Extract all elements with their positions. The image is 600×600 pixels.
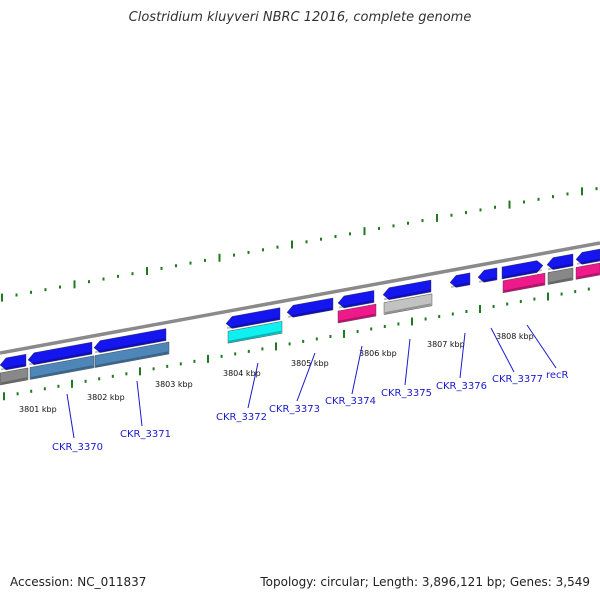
kbp-label: 3807 kbp: [427, 340, 465, 349]
gene-feature-shade: [383, 289, 431, 301]
gene-label-leaders: [66, 324, 557, 439]
gene-feature: [575, 248, 600, 265]
gene-feature-shade: [547, 263, 573, 271]
accession-text: Accession: NC_011837: [10, 575, 147, 589]
gene-feature-shade: [95, 351, 169, 368]
gene-label: CKR_3377: [492, 374, 543, 385]
gene-feature: [575, 262, 600, 280]
kbp-label: 3806 kbp: [359, 349, 397, 358]
gene-feature: [501, 260, 544, 280]
gene-features: [0, 248, 600, 386]
gene-feature: [94, 341, 170, 368]
gene-feature: [225, 307, 281, 329]
gene-feature-shade: [28, 351, 92, 366]
kbp-label: 3802 kbp: [87, 393, 125, 402]
gene-leader-line: [404, 338, 411, 386]
gene-label: CKR_3373: [269, 404, 320, 415]
gene-label: CKR_3371: [120, 429, 171, 440]
gene-leader-line: [351, 345, 363, 395]
genome-summary-text: Topology: circular; Length: 3,896,121 bp…: [260, 575, 590, 589]
gene-feature-shade: [450, 282, 470, 288]
gene-feature-shade: [503, 282, 545, 293]
gene-feature-shade: [226, 317, 280, 330]
kbp-label: 3805 kbp: [291, 359, 329, 368]
gene-feature: [449, 272, 471, 288]
gene-feature: [502, 272, 546, 294]
gene-feature: [547, 267, 574, 285]
gene-feature: [286, 297, 334, 318]
gene-feature-shade: [548, 277, 573, 285]
genome-title: Clostridium kluyveri NBRC 12016, complet…: [128, 10, 472, 25]
gene-feature: [227, 321, 283, 344]
gene-feature-shade: [478, 277, 497, 283]
gene-leader-line: [136, 380, 143, 427]
gene-feature: [383, 293, 433, 315]
gene-leader-line: [459, 332, 466, 379]
gene-feature-shade: [287, 307, 333, 318]
gene-leader-line: [296, 352, 316, 402]
gene-feature-shade: [338, 299, 374, 309]
gene-label: CKR_3374: [325, 396, 376, 407]
gene-feature: [29, 355, 95, 380]
kbp-label: 3803 kbp: [155, 380, 193, 389]
outer-tick-marks: [1, 187, 598, 302]
kbp-label: 3808 kbp: [496, 332, 534, 341]
gene-feature: [0, 353, 27, 371]
gene-feature-shade: [0, 377, 28, 385]
inner-tick-marks: [3, 287, 590, 401]
kbp-label: 3804 kbp: [223, 369, 261, 378]
gene-feature: [382, 279, 432, 300]
gene-feature-shade: [30, 365, 94, 379]
backbone-line: [0, 241, 600, 355]
gene-leader-line: [526, 324, 557, 369]
gene-feature-shade: [94, 338, 166, 354]
gene-leader-line: [490, 327, 515, 373]
gene-feature-shade: [338, 313, 376, 323]
gene-feature: [337, 303, 377, 324]
gene-leader-line: [247, 362, 259, 409]
gene-label: CKR_3370: [52, 442, 103, 453]
gene-feature: [546, 253, 574, 270]
gene-leader-line: [66, 393, 75, 439]
gene-feature-shade: [0, 363, 26, 371]
gene-feature: [477, 267, 498, 283]
gene-feature: [0, 367, 29, 386]
gene-feature-shade: [228, 330, 282, 343]
gene-feature-shade: [576, 272, 600, 279]
gene-feature: [27, 341, 93, 365]
genome-backbone: [0, 241, 600, 355]
gene-label: recR: [546, 370, 569, 381]
gene-label: CKR_3372: [216, 412, 267, 423]
kbp-labels: 3801 kbp 3802 kbp 3803 kbp 3804 kbp 3805 kbp…: [19, 332, 534, 414]
gene-label: CKR_3375: [381, 388, 432, 399]
gene-feature: [337, 290, 375, 309]
gene-feature: [93, 328, 167, 353]
gene-label: CKR_3376: [436, 381, 487, 392]
gene-feature-shade: [384, 303, 432, 315]
kbp-label: 3801 kbp: [19, 405, 57, 414]
gene-feature-shade: [576, 258, 600, 265]
gene-feature-shade: [502, 268, 543, 279]
